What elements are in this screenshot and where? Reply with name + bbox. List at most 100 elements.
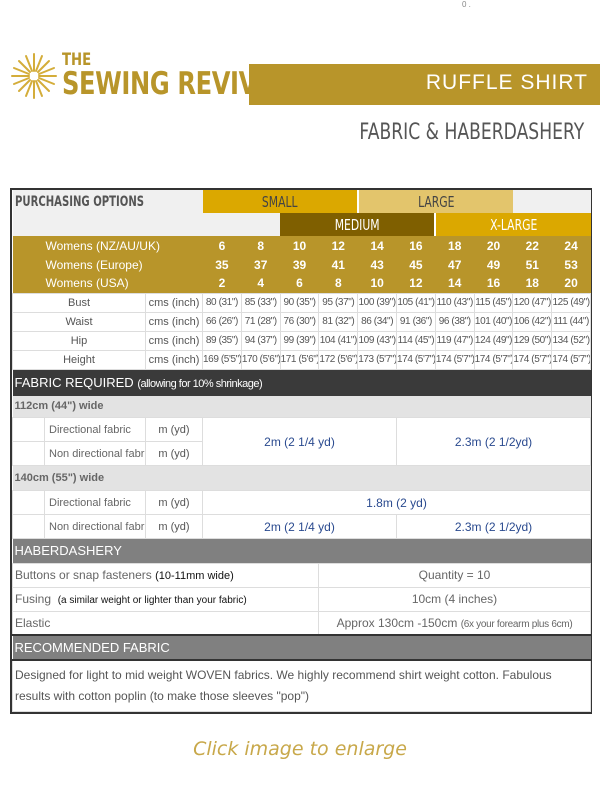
size-system-label: Womens (USA) <box>12 274 203 293</box>
measurement-value: 100 (39") <box>357 292 398 313</box>
unit: cms (inch) <box>144 311 204 332</box>
measurement-value: 89 (35") <box>202 330 242 351</box>
measurement-value: 106 (42") <box>512 311 553 332</box>
fabric-type: Non directional fabric <box>44 441 146 466</box>
size-value: 12 <box>396 274 436 293</box>
measurement-value: 125 (49") <box>551 292 591 313</box>
size-value: 24 <box>551 236 591 255</box>
table-row: Directional fabric m (yd) 2m (2 1/4 yd) … <box>12 417 591 466</box>
measurement-value: 120 (47") <box>512 292 553 313</box>
measurement-value: 86 (34") <box>357 311 398 332</box>
measurement-value: 172 (5'6") <box>318 349 359 370</box>
measurement-label: Hip <box>12 330 146 351</box>
measurement-value: 174 (5'7") <box>473 349 514 370</box>
size-row: Womens (NZ/AU/UK) 6 8 10 12 14 16 18 20 22 24 <box>12 236 591 255</box>
measurement-row: Waist cms (inch) 66 (26") 71 (28") 76 (30") 8… <box>12 311 591 332</box>
measurement-value: 174 (5'7") <box>396 349 436 370</box>
fabric-type: Non directional fabric <box>44 514 146 539</box>
unit: m (yd) <box>145 490 203 515</box>
measurement-value: 85 (33") <box>240 292 281 313</box>
stray-mark: 0 . <box>462 0 471 9</box>
measurement-value: 99 (39") <box>279 330 320 351</box>
measurement-value: 90 (35") <box>279 292 320 313</box>
fabric-value-small-medium: 2m (2 1/4 yd) <box>202 417 397 466</box>
fabric-type: Directional fabric <box>44 417 146 442</box>
size-system-label: Womens (NZ/AU/UK) <box>12 236 203 255</box>
size-value: 49 <box>474 255 513 274</box>
recommended-fabric-header: RECOMMENDED FABRIC <box>12 634 591 661</box>
size-value: 43 <box>357 255 397 274</box>
measurement-value: 174 (5'7") <box>512 349 553 370</box>
pattern-title-banner: RUFFLE SHIRT <box>249 64 600 105</box>
measurement-value: 119 (47") <box>434 330 475 351</box>
buttons-value: Quantity = 10 <box>318 562 591 588</box>
measurement-value: 104 (41") <box>318 330 359 351</box>
buttons-label: Buttons or snap fasteners (10-11mm wide) <box>12 562 319 588</box>
page-subtitle: FABRIC & HABERDASHERY <box>359 120 584 145</box>
size-value: 20 <box>474 236 513 255</box>
size-large: LARGE <box>356 190 513 213</box>
size-row: Womens (Europe) 35 37 39 41 43 45 47 49 51 53 <box>12 255 591 274</box>
size-value: 16 <box>396 236 436 255</box>
table-row: Directional fabric m (yd) 1.8m (2 yd) <box>12 490 591 515</box>
elastic-value: Approx 130cm -150cm (6x your forearm plu… <box>318 610 591 636</box>
size-value: 18 <box>435 236 475 255</box>
width-112-label: 112cm (44") wide <box>12 395 591 418</box>
measurement-value: 111 (44") <box>551 311 591 332</box>
measurement-value: 80 (31") <box>202 292 242 313</box>
measurement-value: 134 (52") <box>551 330 591 351</box>
width-140-label: 140cm (55") wide <box>12 465 591 491</box>
size-value: 2 <box>202 274 242 293</box>
unit: m (yd) <box>145 441 203 466</box>
measurement-value: 71 (28") <box>240 311 281 332</box>
measurement-value: 129 (50") <box>512 330 553 351</box>
elastic-label: Elastic <box>12 610 319 636</box>
measurement-value: 174 (5'7") <box>551 349 591 370</box>
size-value: 16 <box>474 274 513 293</box>
fusing-label: Fusing (a similar weight or lighter than… <box>12 586 319 612</box>
measurement-value: 101 (40") <box>473 311 514 332</box>
unit: cms (inch) <box>144 330 204 351</box>
measurement-value: 109 (43") <box>357 330 398 351</box>
fabric-type: Directional fabric <box>44 490 146 515</box>
table-row: Buttons or snap fasteners (10-11mm wide)… <box>12 562 591 588</box>
size-value: 51 <box>512 255 552 274</box>
measurement-value: 169 (5'5") <box>202 349 242 370</box>
size-value: 4 <box>241 274 281 293</box>
brand-line1: THE <box>62 50 92 70</box>
measurement-row: Bust cms (inch) 80 (31") 85 (33") 90 (35") 95… <box>12 292 591 313</box>
measurement-value: 94 (37") <box>240 330 281 351</box>
table-row: Elastic Approx 130cm -150cm (6x your for… <box>12 610 591 636</box>
sizing-chart: PURCHASING OPTIONS SMALL LARGE MEDIUM X-… <box>10 188 592 714</box>
size-value: 20 <box>551 274 591 293</box>
size-xlarge: X-LARGE <box>434 213 591 236</box>
size-value: 37 <box>241 255 281 274</box>
measurement-row: Hip cms (inch) 89 (35") 94 (37") 99 (39") 104… <box>12 330 591 351</box>
size-medium: MEDIUM <box>280 213 436 236</box>
size-value: 12 <box>318 236 358 255</box>
measurement-value: 91 (36") <box>396 311 436 332</box>
size-system-label: Womens (Europe) <box>12 255 203 274</box>
table-row: Non directional fabric m (yd) <box>12 441 591 466</box>
size-value: 47 <box>435 255 475 274</box>
measurement-value: 110 (43") <box>434 292 475 313</box>
measurement-label: Waist <box>12 311 146 332</box>
table-row: Non directional fabric m (yd) 2m (2 1/4 … <box>12 514 591 539</box>
purchasing-options-label: PURCHASING OPTIONS <box>12 190 203 213</box>
size-value: 6 <box>280 274 319 293</box>
size-value: 35 <box>202 255 242 274</box>
size-value: 41 <box>318 255 358 274</box>
click-to-enlarge-link[interactable]: Click image to enlarge <box>193 738 407 760</box>
fabric-value-large-xlarge: 2.3m (2 1/2yd) <box>396 514 591 539</box>
unit: m (yd) <box>145 417 203 442</box>
recommended-fabric-text: Designed for light to mid weight WOVEN f… <box>12 659 591 712</box>
measurement-value: 115 (45") <box>473 292 514 313</box>
measurement-value: 105 (41") <box>396 292 436 313</box>
measurement-value: 173 (5'7") <box>357 349 398 370</box>
size-small: SMALL <box>202 190 358 213</box>
fabric-required-header: FABRIC REQUIRED (allowing for 10% shrink… <box>12 369 591 396</box>
size-value: 53 <box>551 255 591 274</box>
measurement-value: 95 (37") <box>318 292 359 313</box>
size-value: 10 <box>280 236 319 255</box>
unit: cms (inch) <box>144 292 204 313</box>
